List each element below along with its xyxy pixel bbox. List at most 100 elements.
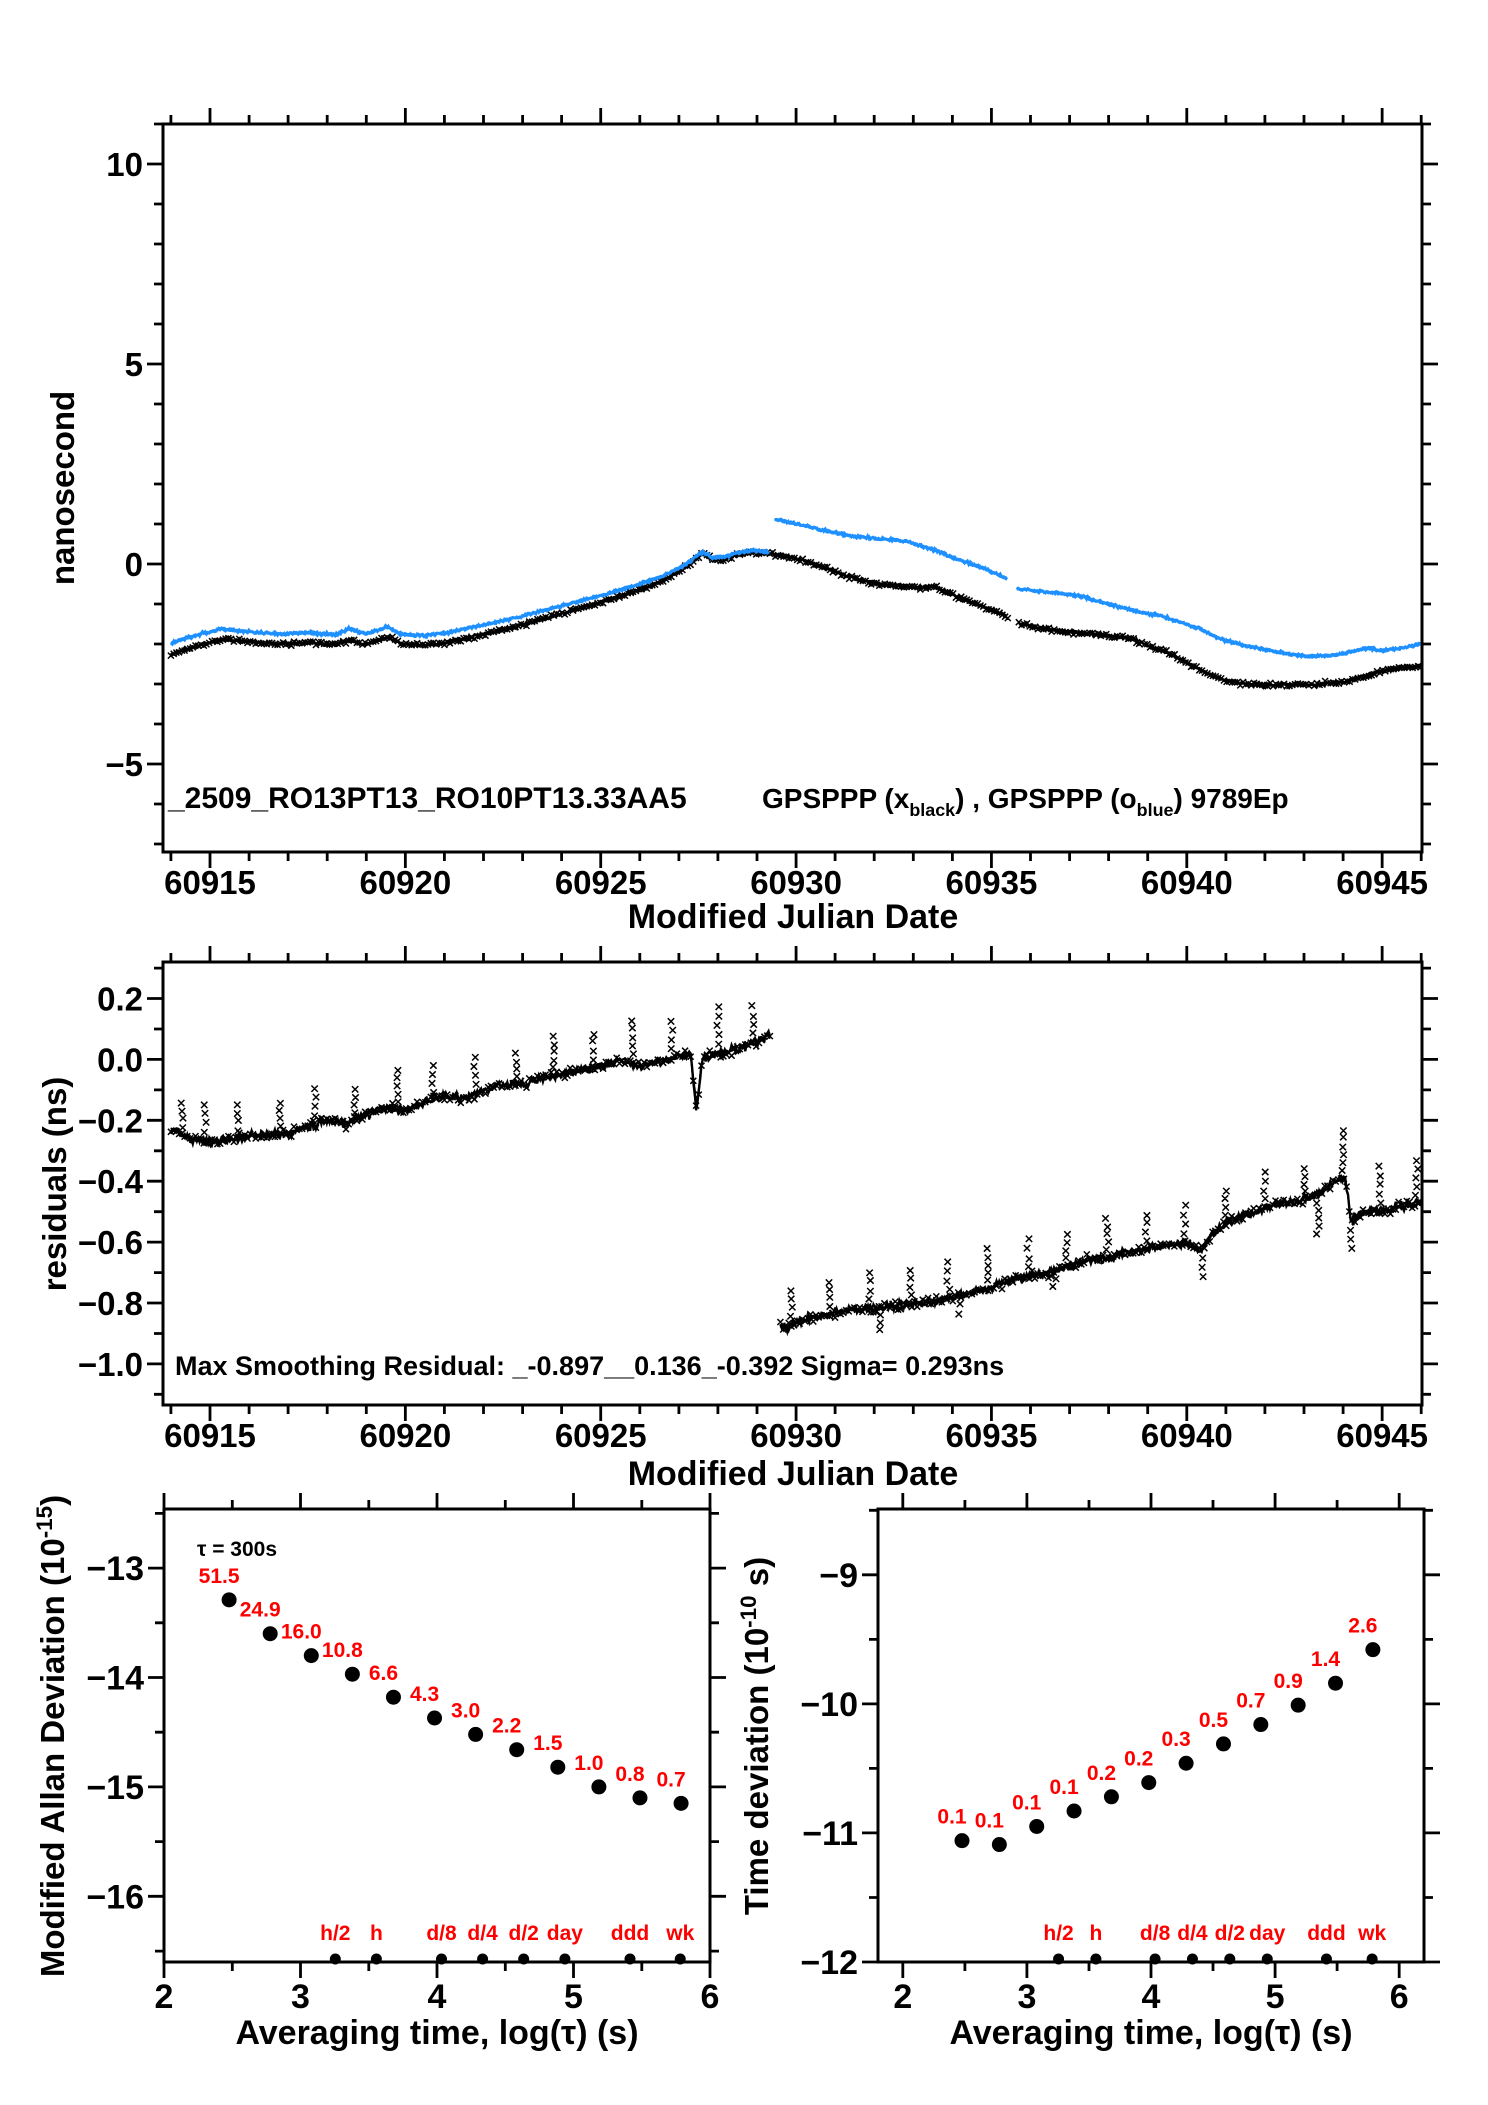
time-marker-label: h — [1089, 1922, 1102, 1945]
data-point — [303, 1648, 319, 1664]
data-point-value-label: 0.1 — [975, 1810, 1005, 1833]
series-band — [774, 517, 1009, 580]
x-tick-label: 60915 — [164, 864, 256, 901]
top-annotation: _2509_RO13PT13_RO10PT13.33AA5 — [167, 782, 687, 815]
time-marker-label: day — [547, 1922, 584, 1945]
x-tick-label: 60945 — [1336, 864, 1428, 901]
y-tick-label: −12 — [800, 1944, 858, 1982]
data-point-value-label: 0.2 — [1124, 1748, 1153, 1771]
data-point — [1178, 1755, 1194, 1771]
data-point — [509, 1742, 525, 1758]
time-marker-label: h/2 — [1043, 1922, 1073, 1945]
data-point — [632, 1790, 648, 1806]
data-point-value-label: 0.1 — [937, 1806, 967, 1829]
axis-ticks — [147, 108, 1438, 868]
y-tick-label: −15 — [86, 1769, 144, 1807]
y-tick-label: −5 — [105, 746, 143, 783]
time-marker-label: ddd — [1307, 1922, 1345, 1945]
residuals-annotation: Max Smoothing Residual: _-0.897__0.136_-… — [175, 1351, 1004, 1381]
time-marker-label: day — [1249, 1922, 1286, 1945]
x-tick-label: 60935 — [946, 864, 1038, 901]
series-band — [774, 517, 1008, 581]
series-band — [170, 548, 770, 646]
data-point — [221, 1592, 237, 1608]
time-marker-label: wk — [665, 1922, 694, 1945]
data-point — [1290, 1697, 1306, 1713]
data-point-value-label: 0.7 — [1236, 1690, 1265, 1713]
data-point-value-label: 0.7 — [656, 1768, 685, 1791]
x-tick-label: 60945 — [1336, 1417, 1428, 1454]
y-tick-label: −10 — [800, 1686, 858, 1724]
data-point — [1103, 1789, 1119, 1805]
data-point-value-label: 16.0 — [281, 1621, 322, 1644]
y-tick-label: −0.6 — [78, 1224, 143, 1261]
data-point-value-label: 1.5 — [533, 1732, 563, 1755]
y-tick-label: −11 — [802, 1815, 858, 1853]
data-point-value-label: 0.3 — [1162, 1728, 1191, 1751]
data-point — [1029, 1818, 1045, 1834]
data-point — [1253, 1717, 1269, 1733]
top-legend: GPSPPP (xblack) , GPSPPP (oblue) 9789Ep — [762, 783, 1289, 820]
series-band — [170, 1028, 772, 1149]
x-tick-label: 60930 — [750, 864, 842, 901]
x-tick-label: 2 — [893, 1978, 912, 2016]
series-x-markers — [167, 548, 1012, 660]
x-tick-label: 6 — [701, 1978, 720, 2016]
x-tick-label: 5 — [1266, 1978, 1285, 2016]
x-tick-label: 4 — [1142, 1978, 1161, 2016]
mdev-x-axis-title: Averaging time, log(τ) (s) — [235, 2014, 638, 2052]
data-point-value-label: 2.2 — [492, 1715, 521, 1738]
data-point — [385, 1689, 401, 1705]
series-x-markers — [1015, 618, 1422, 690]
residuals-x-axis-title: Modified Julian Date — [628, 1455, 959, 1493]
data-point-value-label: 1.4 — [1311, 1648, 1341, 1671]
data-point — [1141, 1775, 1157, 1791]
mdev-plot-series: 51.524.916.010.8 6.6 4.3 3.0 2.2 1.5 1.0 0.8 0.7… — [199, 1565, 695, 1965]
x-tick-label: 60925 — [555, 864, 647, 901]
time-marker-label: ddd — [611, 1922, 649, 1945]
y-tick-label: −13 — [86, 1550, 144, 1588]
y-tick-label: 5 — [125, 346, 143, 383]
data-point — [1328, 1675, 1344, 1691]
time-marker-label: d/8 — [426, 1922, 457, 1945]
y-tick-label: −0.8 — [78, 1285, 143, 1322]
y-tick-label: −0.4 — [78, 1163, 144, 1200]
data-point-value-label: 51.5 — [199, 1565, 240, 1588]
tdev-plot-axes: 2 3 4 5 6 −9 −10 −11 −12 — [800, 1493, 1440, 2016]
y-tick-label: 10 — [106, 146, 143, 183]
axis-ticks — [147, 946, 1438, 1421]
time-marker-label: d/4 — [1177, 1922, 1208, 1945]
plot-frame — [161, 960, 1424, 1407]
series-black-x — [167, 1001, 1422, 1337]
data-point — [1215, 1736, 1231, 1752]
data-point — [344, 1666, 360, 1682]
x-tick-label: 60940 — [1141, 1417, 1233, 1454]
y-tick-label: 0 — [125, 546, 143, 583]
tdev-plot-series: 0.1 0.1 0.1 0.1 0.2 0.2 0.3 0.5 0.7 0.9 1.4 2.6 h/2 h… — [937, 1615, 1386, 1965]
tdev-x-axis-title: Averaging time, log(τ) (s) — [949, 2014, 1352, 2052]
data-point — [673, 1795, 689, 1811]
top-y-axis-title: nanosecond — [44, 391, 81, 585]
x-tick-label: 4 — [428, 1978, 447, 2016]
series-band — [1015, 586, 1421, 660]
data-point — [991, 1837, 1007, 1853]
y-tick-label: −9 — [819, 1557, 858, 1595]
series-band — [169, 547, 770, 647]
data-point-value-label: 2.6 — [1348, 1615, 1377, 1638]
residuals-plot-axes: 60915 60920 60925 60930 60935 60940 60945 0.2 0.… — [78, 946, 1438, 1454]
data-point — [1365, 1642, 1381, 1658]
y-tick-label: 0.0 — [97, 1041, 143, 1078]
time-marker-label: d/8 — [1140, 1922, 1171, 1945]
time-marker-label: d/2 — [1215, 1922, 1245, 1945]
data-point-value-label: 1.0 — [574, 1752, 603, 1775]
time-marker-label: h — [370, 1922, 383, 1945]
time-marker-label: d/4 — [467, 1922, 498, 1945]
data-point-value-label: 10.8 — [322, 1639, 363, 1662]
data-point-value-label: 0.1 — [1049, 1776, 1079, 1799]
axis-ticks — [862, 1493, 1440, 1978]
y-tick-label: 0.2 — [97, 981, 143, 1018]
time-marker-label: h/2 — [320, 1922, 350, 1945]
data-point — [591, 1779, 607, 1795]
mdev-plot-axes: 2 3 4 5 6 −13 −14 −15 −16 — [86, 1493, 726, 2016]
